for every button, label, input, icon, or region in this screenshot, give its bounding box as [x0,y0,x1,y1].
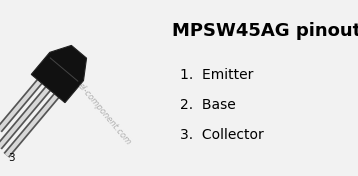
Text: 2.  Base: 2. Base [180,98,236,112]
Text: MPSW45AG pinout: MPSW45AG pinout [172,22,358,40]
Text: el-component.com: el-component.com [76,81,132,147]
Polygon shape [31,45,87,103]
Text: 3.  Collector: 3. Collector [180,128,264,142]
Text: 3: 3 [8,153,15,163]
Text: 1.  Emitter: 1. Emitter [180,68,253,82]
